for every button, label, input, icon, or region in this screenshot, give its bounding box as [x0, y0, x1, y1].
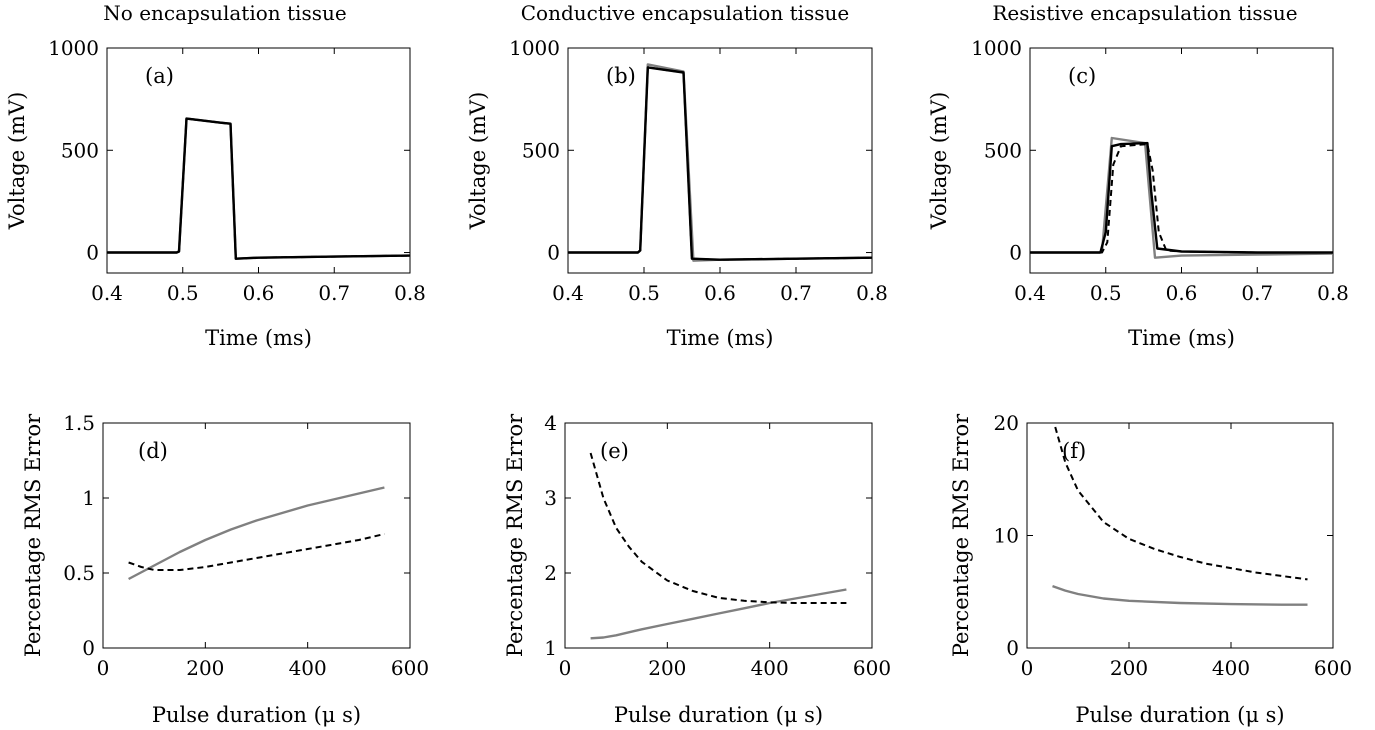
x-tick-label: 0.8 [1317, 281, 1349, 305]
series-line-2 [107, 117, 410, 260]
series-line-2 [568, 66, 872, 261]
y-tick-label: 0 [1006, 636, 1019, 660]
series-group [128, 486, 385, 581]
chart-title: No encapsulation tissue [103, 1, 346, 25]
x-tick-label: 600 [391, 656, 429, 680]
y-tick-label: 0.5 [63, 561, 95, 585]
series-group [568, 63, 872, 262]
y-axis-label: Percentage RMS Error [503, 413, 527, 657]
y-axis-label: Voltage (mV) [927, 92, 951, 231]
y-tick-label: 1.5 [63, 411, 95, 435]
y-tick-label: 1 [82, 486, 95, 510]
series-line-3 [107, 117, 410, 260]
x-tick-label: 0.7 [1241, 281, 1273, 305]
x-tick-label: 0 [1021, 656, 1034, 680]
series-line-1 [1030, 136, 1333, 259]
x-axis-label: Pulse duration (μ s) [152, 703, 361, 727]
y-tick-label: 2 [544, 561, 557, 585]
panel-label: (b) [606, 64, 636, 88]
x-tick-label: 0.7 [780, 281, 812, 305]
x-tick-label: 600 [853, 656, 891, 680]
x-axis-label: Pulse duration (μ s) [614, 703, 823, 727]
y-tick-label: 500 [522, 138, 560, 162]
series-group [1030, 136, 1333, 259]
panel-label: (a) [145, 64, 174, 88]
y-tick-label: 1000 [48, 36, 99, 60]
plot-frame [102, 422, 411, 649]
y-axis-label: Voltage (mV) [5, 92, 29, 231]
x-tick-label: 0.6 [704, 281, 736, 305]
x-tick-label: 0.6 [1166, 281, 1198, 305]
y-tick-label: 500 [984, 138, 1022, 162]
panel-label: (c) [1068, 64, 1096, 88]
series-line-2 [1053, 423, 1308, 581]
x-tick-label: 0 [97, 656, 110, 680]
x-tick-label: 200 [648, 656, 686, 680]
chart-panel-3: 0.4 0.5 0.6 0.7 0.8 0 500 1000 (c) Resistive enca… [927, 1, 1349, 350]
x-axis-label: Time (ms) [205, 326, 312, 350]
x-tick-label: 400 [1212, 656, 1250, 680]
y-tick-label: 500 [61, 138, 99, 162]
y-tick-label: 1 [544, 636, 557, 660]
x-axis-label: Time (ms) [1128, 326, 1235, 350]
y-tick-label: 0 [547, 241, 560, 265]
series-line-2 [1030, 141, 1333, 254]
y-axis-label: Percentage RMS Error [21, 413, 45, 657]
y-tick-label: 0 [86, 241, 99, 265]
x-axis-label: Time (ms) [667, 326, 774, 350]
chart-panel-5: 0 200 400 600 1 2 3 4 (e) Pulse duration (μ s) Per… [503, 411, 891, 727]
x-tick-label: 200 [186, 656, 224, 680]
y-tick-label: 10 [994, 524, 1019, 548]
panel-label: (e) [600, 439, 629, 463]
y-tick-label: 0 [1009, 241, 1022, 265]
panel-label: (f) [1062, 439, 1086, 463]
x-tick-label: 600 [1314, 656, 1352, 680]
series-line-1 [128, 486, 385, 581]
x-tick-label: 0.5 [167, 281, 199, 305]
series-line-1 [1052, 584, 1308, 606]
x-tick-label: 0.5 [1090, 281, 1122, 305]
x-tick-label: 0.4 [1014, 281, 1046, 305]
series-group [589, 452, 847, 640]
x-tick-label: 0.6 [243, 281, 275, 305]
y-axis-label: Voltage (mV) [466, 92, 490, 231]
y-tick-label: 1000 [971, 36, 1022, 60]
x-tick-label: 200 [1110, 656, 1148, 680]
chart-panel-4: 0 200 400 600 0 0.5 1 1.5 (d) Pulse duration (μ s… [21, 411, 429, 727]
chart-title: Conductive encapsulation tissue [521, 1, 850, 25]
series-line-3 [568, 66, 872, 261]
series-group [1052, 423, 1308, 606]
chart-panel-2: 0.4 0.5 0.6 0.7 0.8 0 500 1000 (b) Conductive enc… [466, 1, 888, 350]
x-tick-label: 0.4 [552, 281, 584, 305]
y-tick-label: 20 [994, 411, 1019, 435]
panel-label: (d) [138, 439, 168, 463]
series-line-2 [589, 452, 847, 604]
chart-panel-6: 0 200 400 600 0 10 20 (f) Pulse duration (μ s) Pe… [949, 411, 1352, 727]
y-tick-label: 0 [82, 636, 95, 660]
x-tick-label: 400 [751, 656, 789, 680]
series-line-1 [590, 588, 847, 640]
x-tick-label: 0.7 [318, 281, 350, 305]
x-tick-label: 0.5 [628, 281, 660, 305]
series-line-3 [1030, 143, 1333, 254]
chart-title: Resistive encapsulation tissue [992, 1, 1297, 25]
chart-panel-1: 0.4 0.5 0.6 0.7 0.8 0 500 1000 (a) No encapsulati… [5, 1, 426, 350]
y-axis-label: Percentage RMS Error [949, 413, 973, 657]
series-line-2 [128, 533, 385, 571]
plot-frame [564, 422, 873, 649]
series-line-1 [107, 117, 410, 260]
x-axis-label: Pulse duration (μ s) [1075, 703, 1284, 727]
x-tick-label: 0.4 [91, 281, 123, 305]
y-tick-label: 3 [544, 486, 557, 510]
x-tick-label: 400 [289, 656, 327, 680]
y-tick-label: 4 [544, 411, 557, 435]
series-line-1 [568, 63, 872, 262]
x-tick-label: 0 [559, 656, 572, 680]
x-tick-label: 0.8 [394, 281, 426, 305]
x-tick-label: 0.8 [856, 281, 888, 305]
series-group [107, 117, 410, 260]
y-tick-label: 1000 [509, 36, 560, 60]
